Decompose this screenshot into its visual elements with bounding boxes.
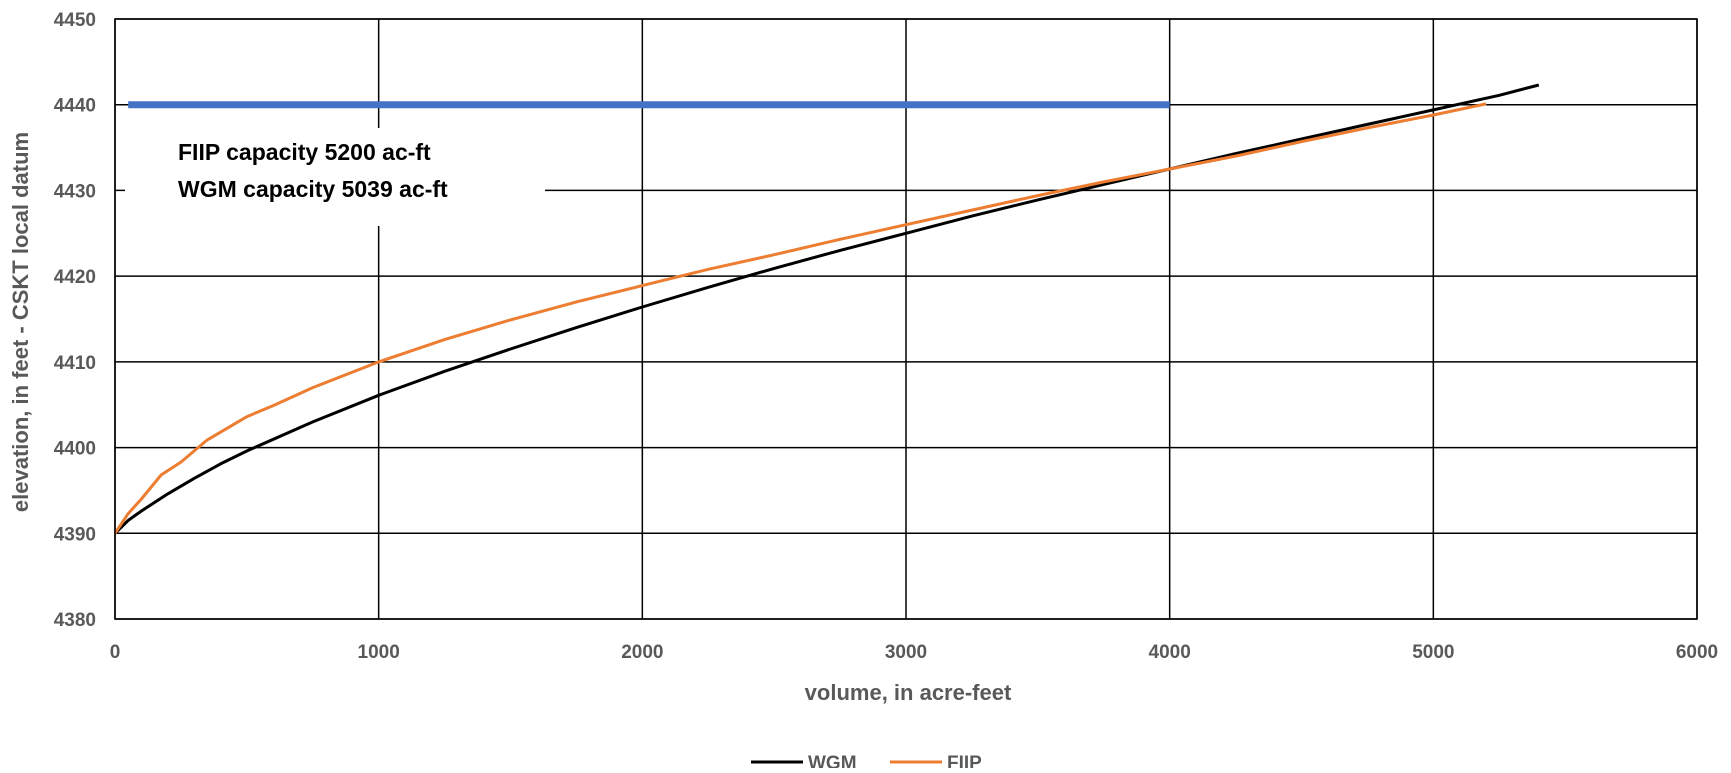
plot-area-frame (114, 18, 1698, 620)
x-tick-label: 4000 (1149, 642, 1191, 663)
series-line-fiip (113, 102, 1487, 535)
x-tick-label: 3000 (885, 642, 927, 663)
legend: WGM FIIP (751, 753, 982, 773)
series-lines (113, 83, 1540, 535)
y-tick-label: 4430 (54, 181, 96, 202)
legend-label-fiip: FIIP (947, 753, 982, 768)
y-tick-label: 4400 (54, 439, 96, 460)
y-tick-label: 4410 (54, 353, 96, 374)
x-axis-title: volume, in acre-feet (805, 680, 1012, 705)
series-line-wgm (113, 83, 1540, 535)
x-tick-label: 5000 (1412, 642, 1454, 663)
y-tick-label: 4420 (54, 267, 96, 288)
x-tick-label: 2000 (621, 642, 663, 663)
annotation-wgm-capacity: WGM capacity 5039 ac-ft (178, 176, 448, 202)
y-tick-label: 4440 (54, 96, 96, 117)
y-axis-tick-labels: 4380 4390 4400 4410 4420 4430 4440 4450 (54, 10, 96, 631)
x-tick-label: 0 (110, 642, 121, 663)
y-tick-label: 4450 (54, 10, 96, 31)
y-axis-title: elevation, in feet - CSKT local datum (8, 132, 33, 512)
legend-label-wgm: WGM (808, 753, 857, 768)
x-tick-label: 6000 (1676, 642, 1718, 663)
x-tick-label: 1000 (358, 642, 400, 663)
x-axis-tick-labels: 0 1000 2000 3000 4000 5000 6000 (110, 642, 1718, 663)
y-tick-label: 4380 (54, 610, 96, 631)
annotation-fiip-capacity: FIIP capacity 5200 ac-ft (178, 139, 431, 165)
y-tick-label: 4390 (54, 524, 96, 545)
annotation-box (125, 128, 545, 226)
